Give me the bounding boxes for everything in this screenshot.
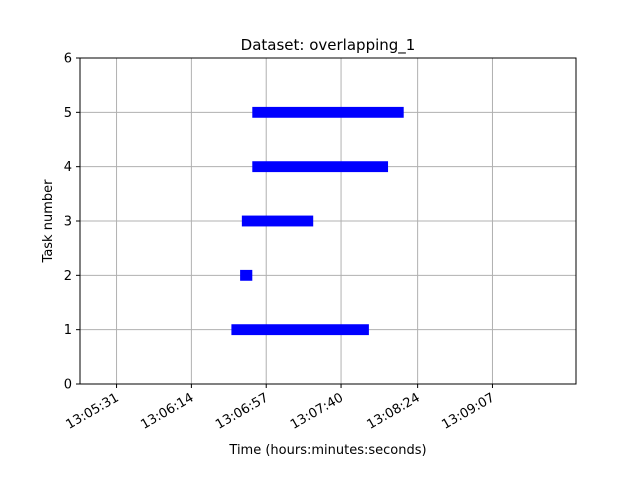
task-bar [231, 324, 369, 336]
x-axis-label: Time (hours:minutes:seconds) [228, 443, 426, 458]
task-bar [241, 215, 314, 227]
chart-title: Dataset: overlapping_1 [241, 36, 416, 55]
y-tick-label: 3 [64, 215, 72, 230]
y-tick-label: 5 [64, 106, 72, 121]
y-axis: 0 1 2 3 4 5 6 [64, 52, 80, 393]
task-bar [240, 269, 253, 281]
y-tick-label: 4 [64, 160, 72, 175]
y-tick-label: 1 [64, 323, 72, 338]
y-tick-label: 6 [64, 52, 72, 67]
y-axis-label: Task number [41, 179, 56, 264]
y-tick-label: 2 [64, 269, 72, 284]
task-bars [231, 106, 404, 336]
task-bar [252, 106, 404, 118]
task-bar [252, 161, 389, 173]
y-tick-label: 0 [64, 378, 72, 393]
